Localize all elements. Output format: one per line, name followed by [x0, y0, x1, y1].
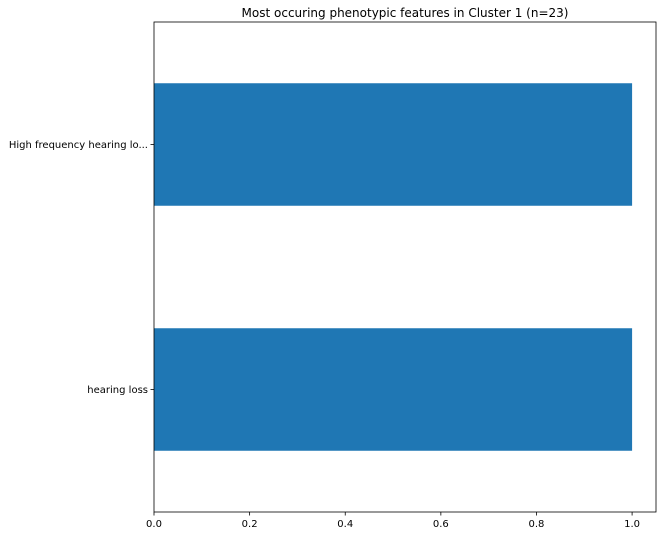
x-axis-ticks: 0.0 0.2 0.4 0.6 0.8 1.0 [146, 512, 640, 530]
bar [154, 328, 633, 451]
y-tick-label: High frequency hearing lo... [9, 140, 148, 151]
y-tick-label: hearing loss [87, 385, 148, 396]
chart-title: Most occuring phenotypic features in Clu… [242, 6, 569, 20]
y-axis-ticks: High frequency hearing lo... hearing loss [9, 140, 154, 396]
plot-frame [153, 21, 657, 513]
x-tick-label: 0.6 [433, 519, 449, 530]
bar [154, 83, 633, 206]
bars-layer [154, 83, 633, 451]
x-tick-label: 0.4 [337, 519, 353, 530]
x-tick-label: 0.0 [146, 519, 162, 530]
x-tick-label: 1.0 [624, 519, 640, 530]
x-tick-label: 0.8 [529, 519, 545, 530]
x-tick-label: 0.2 [242, 519, 258, 530]
